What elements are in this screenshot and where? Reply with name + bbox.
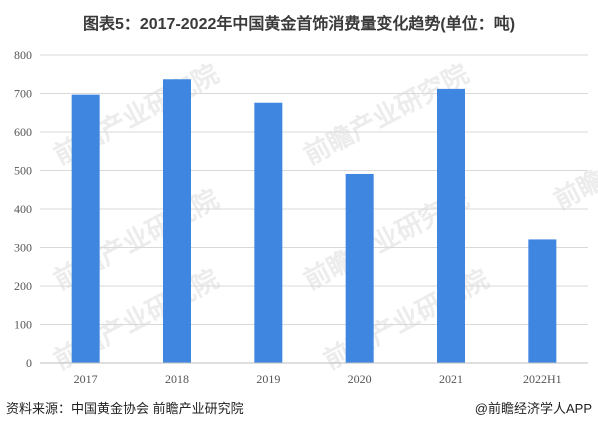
bars xyxy=(71,79,557,364)
x-axis: 2017 2018 2019 2020 2021 2022H1 xyxy=(40,362,588,386)
x-tick-label: 2022H1 xyxy=(523,372,562,386)
y-tick-label: 400 xyxy=(14,202,32,216)
bar-2018 xyxy=(163,79,191,363)
watermark: 前瞻产业研究院 xyxy=(319,263,494,376)
gridlines xyxy=(40,54,588,325)
y-tick-label: 500 xyxy=(14,164,32,178)
y-tick-label: 0 xyxy=(26,356,32,370)
y-tick-label: 100 xyxy=(14,318,32,332)
x-tick-label: 2018 xyxy=(165,372,189,386)
brand-credit: @前瞻经济学人APP xyxy=(475,398,592,417)
x-tick-label: 2019 xyxy=(256,372,280,386)
bar-2020 xyxy=(345,173,374,363)
x-tick-label: 2020 xyxy=(348,372,372,386)
bar-2022H1 xyxy=(528,239,557,363)
y-tick-label: 700 xyxy=(14,87,32,101)
bar-2019 xyxy=(254,102,283,364)
x-tick-label: 2021 xyxy=(439,372,463,386)
y-tick-label: 300 xyxy=(14,241,32,255)
source-note: 资料来源：中国黄金协会 前瞻产业研究院 xyxy=(6,401,244,416)
brand-name: 前瞻经济学人APP xyxy=(487,401,592,416)
chart-title: 图表5：2017-2022年中国黄金首饰消费量变化趋势(单位：吨) xyxy=(82,16,516,33)
at-icon: @ xyxy=(474,401,488,416)
y-axis: 0 100 200 300 400 500 600 700 800 xyxy=(14,48,32,370)
y-tick-label: 800 xyxy=(14,48,32,62)
watermark: 前瞻产业研究院 xyxy=(549,103,598,216)
y-tick-label: 600 xyxy=(14,125,32,139)
x-tick-label: 2017 xyxy=(74,372,98,386)
y-tick-label: 200 xyxy=(14,279,32,293)
bar-2021 xyxy=(437,88,465,363)
bar-2017 xyxy=(71,94,100,363)
